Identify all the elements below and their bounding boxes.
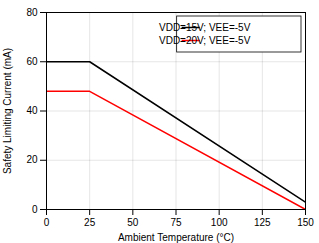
- svg-text:0: 0: [32, 204, 38, 215]
- svg-text:80: 80: [26, 7, 38, 18]
- svg-text:50: 50: [127, 217, 139, 228]
- svg-text:100: 100: [211, 217, 228, 228]
- svg-text:VDD=15V; VEE=-5V: VDD=15V; VEE=-5V: [159, 22, 251, 33]
- svg-text:60: 60: [26, 56, 38, 67]
- svg-text:20: 20: [26, 154, 38, 165]
- svg-text:0: 0: [44, 217, 50, 228]
- svg-text:25: 25: [84, 217, 96, 228]
- svg-text:40: 40: [26, 105, 38, 116]
- svg-text:Ambient Temperature (°C): Ambient Temperature (°C): [118, 232, 234, 243]
- svg-text:Safety Limiting Current (mA): Safety Limiting Current (mA): [2, 48, 13, 174]
- svg-text:75: 75: [170, 217, 182, 228]
- svg-text:125: 125: [254, 217, 271, 228]
- svg-text:150: 150: [297, 217, 314, 228]
- svg-text:VDD=20V; VEE=-5V: VDD=20V; VEE=-5V: [159, 35, 251, 46]
